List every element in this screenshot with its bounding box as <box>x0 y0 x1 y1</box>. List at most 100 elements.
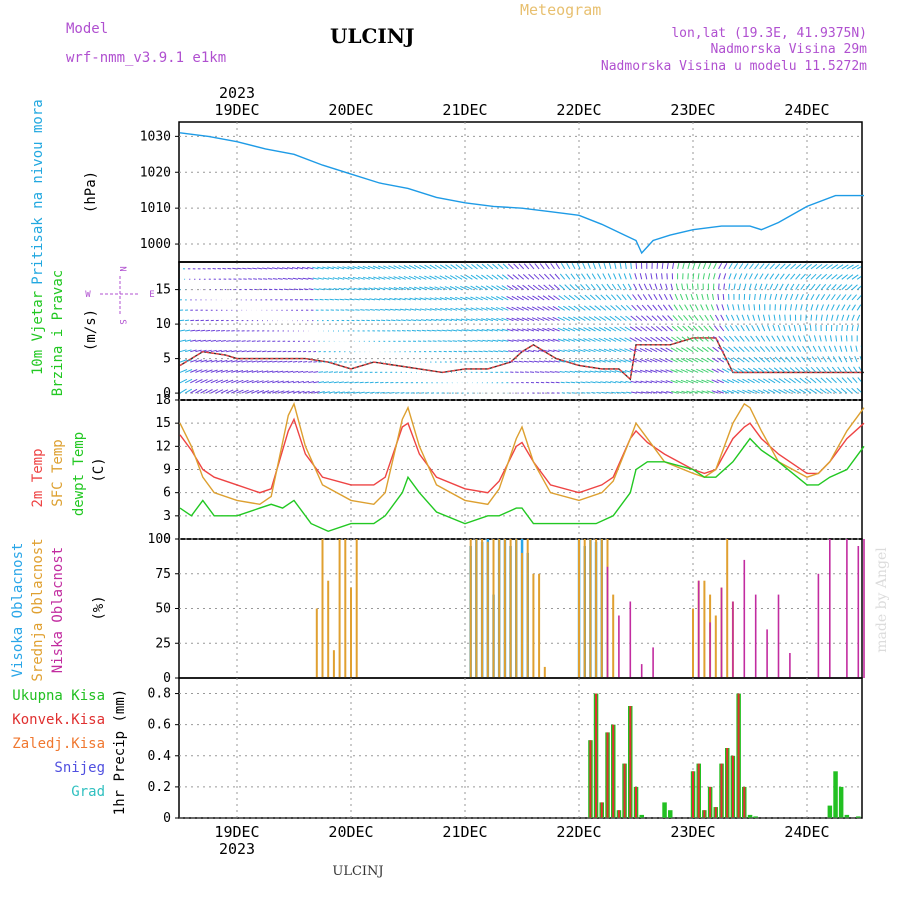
wind-barb <box>635 315 643 321</box>
bottom-day-label: 20DEC <box>328 823 373 841</box>
wind-barb <box>614 315 622 322</box>
wind-barb <box>693 314 699 321</box>
wind-barb <box>810 263 818 270</box>
bar <box>521 552 523 678</box>
wind-barb <box>617 283 622 290</box>
wind-barb <box>552 338 560 342</box>
wind-barb <box>581 273 586 280</box>
wind-barb <box>689 304 694 311</box>
series-line-dewpt-temp <box>179 437 865 533</box>
wind-label-1: 10m Vjetar <box>30 291 46 375</box>
wind-barb <box>776 335 781 342</box>
wind-barb <box>851 284 858 290</box>
wind-barb <box>439 286 447 291</box>
wind-barb <box>461 329 468 332</box>
wind-barb <box>531 317 540 322</box>
wind-barb <box>696 390 704 394</box>
wind-barb <box>773 314 776 321</box>
wind-barb <box>831 366 837 373</box>
wind-barb <box>598 337 607 342</box>
wind-barb <box>470 296 478 301</box>
wind-barb <box>251 389 259 394</box>
wind-barb <box>688 314 694 321</box>
wind-barb <box>413 264 422 270</box>
y-tick-label: 5 <box>163 352 171 367</box>
wind-barb <box>768 314 771 321</box>
wind-barb <box>554 273 560 280</box>
wind-barb <box>516 317 524 322</box>
wind-barb <box>650 326 658 332</box>
wind-barb <box>436 329 442 332</box>
wind-barb <box>713 325 719 332</box>
bar <box>754 594 757 678</box>
wind-barb <box>769 293 772 301</box>
wind-barb <box>537 338 545 342</box>
wind-barb <box>322 266 329 270</box>
wind-barb <box>359 298 365 301</box>
wind-barb <box>666 325 673 332</box>
wind-barb <box>408 286 417 291</box>
wind-barb <box>708 325 714 332</box>
wind-barb <box>680 368 689 373</box>
wind-barb <box>492 339 499 342</box>
wind-barb <box>624 370 632 373</box>
wind-barb <box>272 370 279 373</box>
wind-barb <box>660 380 668 384</box>
wind-barb <box>347 276 355 280</box>
wind-barb <box>220 350 227 353</box>
wind-barb <box>583 338 591 342</box>
wind-barb <box>543 349 550 353</box>
wind-barb <box>826 274 833 280</box>
wind-barb <box>647 304 653 311</box>
wind-barb <box>298 288 304 291</box>
wind-barb <box>480 296 489 301</box>
lonlat-text: lon,lat (19.3E, 41.9375N) <box>671 26 867 41</box>
wind-barb <box>661 325 668 332</box>
bar <box>526 539 529 678</box>
wind-barb <box>468 350 473 353</box>
wind-barb <box>837 366 843 373</box>
wind-barb <box>501 317 509 322</box>
wind-barb <box>404 308 411 311</box>
wind-barb <box>549 371 555 373</box>
wind-barb <box>179 349 187 353</box>
wind-barb <box>328 391 335 394</box>
wind-barb <box>378 276 386 280</box>
wind-barb <box>552 316 560 322</box>
wind-barb <box>841 284 848 290</box>
wind-barb <box>793 388 801 394</box>
wind-barb <box>380 308 386 311</box>
wind-barb <box>317 277 324 280</box>
wind-barb <box>426 329 432 332</box>
wind-barb <box>429 297 437 301</box>
wind-barb <box>272 360 278 363</box>
wind-barb <box>719 325 725 332</box>
bar <box>714 615 717 678</box>
wind-barb <box>826 264 833 270</box>
wind-barb <box>778 378 786 384</box>
wind-barb <box>190 388 198 394</box>
wind-barb <box>790 263 797 270</box>
wind-barb <box>800 304 803 311</box>
wind-barb <box>242 267 247 270</box>
wind-barb <box>568 305 576 311</box>
y-tick-label: 1030 <box>140 129 171 144</box>
wind-barb <box>607 273 612 280</box>
wind-barb <box>804 377 812 384</box>
wind-barb <box>344 391 350 394</box>
wind-barb <box>851 294 857 301</box>
wind-barb <box>735 325 740 332</box>
wind-barb <box>704 314 709 321</box>
wind-barb <box>455 275 463 280</box>
bar <box>606 566 609 678</box>
wind-barb <box>675 347 683 353</box>
wind-barb <box>656 315 663 321</box>
wind-barb <box>838 356 843 363</box>
wind-barb <box>747 367 755 373</box>
wind-barb <box>414 308 422 311</box>
top-day-label: 23DEC <box>670 101 715 119</box>
wind-barb <box>236 389 244 394</box>
wind-barb <box>619 359 627 363</box>
wind-barb <box>308 371 314 373</box>
wind-barb <box>512 339 519 342</box>
